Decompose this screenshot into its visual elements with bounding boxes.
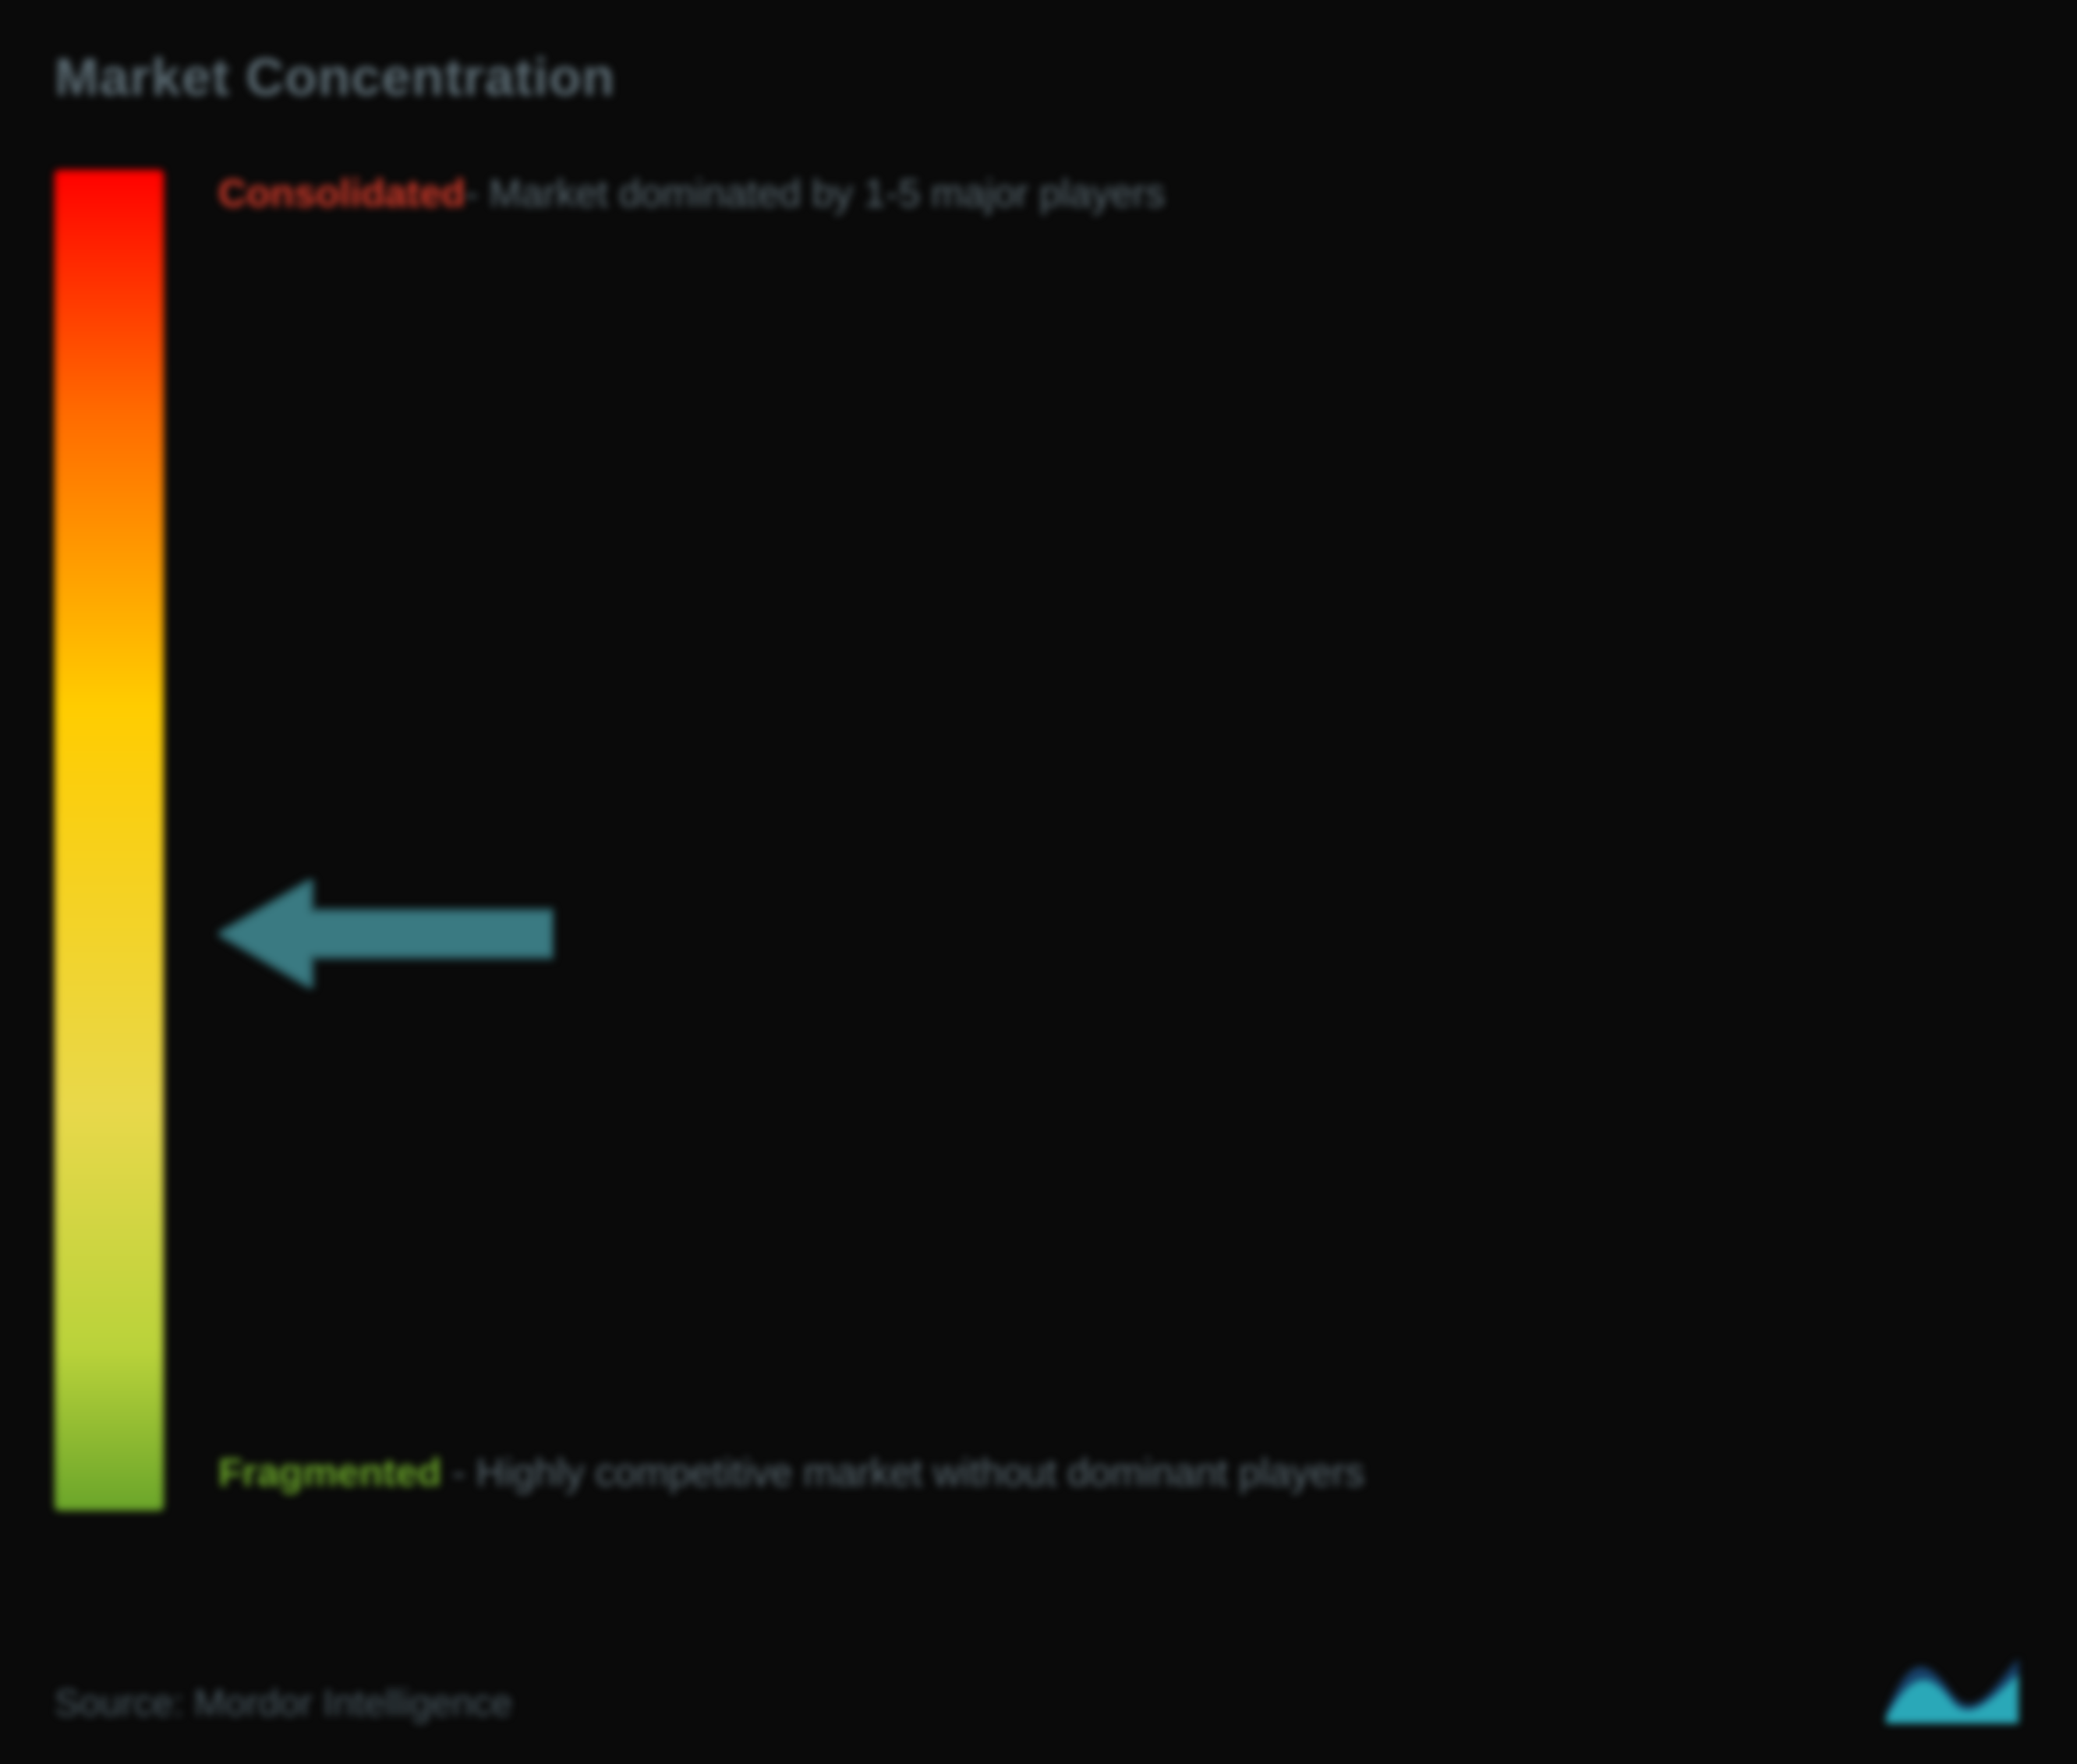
consolidated-desc: Market dominated by 1-5 major players bbox=[489, 171, 1165, 215]
logo-icon bbox=[1882, 1639, 2022, 1725]
consolidated-label: Consolidated- Market dominated by 1-5 ma… bbox=[218, 164, 1165, 224]
consolidated-term: Consolidated bbox=[218, 171, 465, 215]
chart-container: Market Concentration Consolidated- Marke… bbox=[0, 0, 2077, 1764]
fragmented-desc: Highly competitive market without domina… bbox=[476, 1451, 1364, 1494]
position-indicator-arrow bbox=[218, 879, 554, 988]
fragmented-term: Fragmented bbox=[218, 1451, 441, 1494]
footer: Source: Mordor Intelligence bbox=[55, 1639, 2022, 1725]
arrow-icon bbox=[218, 879, 554, 988]
brand-logo bbox=[1882, 1639, 2022, 1725]
chart-title: Market Concentration bbox=[55, 47, 2022, 108]
source-value: Mordor Intelligence bbox=[194, 1683, 512, 1724]
source-line: Source: Mordor Intelligence bbox=[55, 1682, 512, 1725]
consolidated-separator: - bbox=[465, 171, 490, 215]
labels-column: Consolidated- Market dominated by 1-5 ma… bbox=[218, 170, 2022, 1511]
fragmented-separator: - bbox=[441, 1451, 476, 1494]
fragmented-label: Fragmented - Highly competitive market w… bbox=[218, 1443, 1364, 1504]
chart-body: Consolidated- Market dominated by 1-5 ma… bbox=[55, 170, 2022, 1511]
concentration-gradient-bar bbox=[55, 170, 164, 1511]
source-label: Source: bbox=[55, 1683, 194, 1724]
